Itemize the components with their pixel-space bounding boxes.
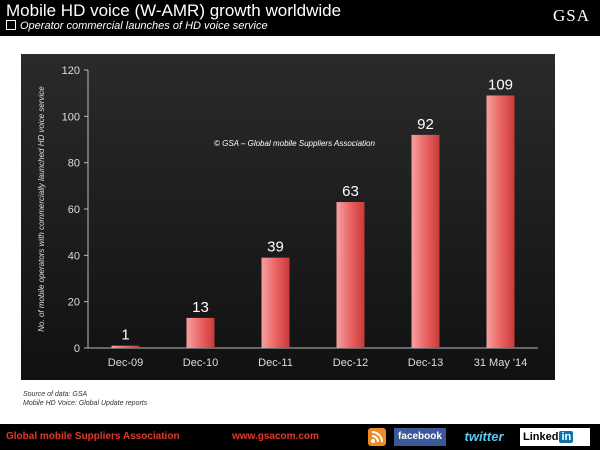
y-tick-label: 40 <box>68 250 80 262</box>
bar-value-label: 13 <box>192 299 209 316</box>
x-tick-label: Dec-12 <box>333 357 368 369</box>
linkedin-text: Linked <box>523 431 559 443</box>
facebook-button[interactable]: facebook <box>394 428 446 446</box>
bar-value-label: 92 <box>417 116 434 133</box>
footer-bar: Global mobile Suppliers Association www.… <box>0 424 600 450</box>
y-tick-label: 0 <box>74 343 80 355</box>
subtitle-text: Operator commercial launches of HD voice… <box>20 20 268 32</box>
bar <box>111 345 140 348</box>
header-bar: Mobile HD voice (W-AMR) growth worldwide… <box>0 0 600 36</box>
source-line-1: Source of data: GSA <box>23 391 88 398</box>
x-tick-label: Dec-13 <box>408 357 443 369</box>
source-line-2: Mobile HD Voice: Global Update reports <box>23 400 148 407</box>
x-tick-label: Dec-09 <box>108 357 143 369</box>
bar-value-label: 39 <box>267 239 284 256</box>
bar-chart: 0 20 40 60 80 100 120 1 13 39 63 92 109 Dec-09 Dec-1… <box>21 54 555 380</box>
rss-glyph-icon <box>371 431 383 443</box>
linkedin-in-icon: in <box>559 431 574 443</box>
checkbox-icon <box>6 20 16 30</box>
x-tick-label: Dec-10 <box>183 357 218 369</box>
footer-org-name: Global mobile Suppliers Association <box>6 431 180 442</box>
y-axis-label: No. of mobile operators with commerciall… <box>37 86 46 332</box>
linkedin-button[interactable]: Linked in <box>520 428 590 446</box>
y-tick-label: 100 <box>62 111 80 123</box>
bar <box>186 317 215 348</box>
bar <box>336 202 365 348</box>
bar-value-label: 63 <box>342 183 359 200</box>
rss-icon[interactable] <box>368 428 386 446</box>
x-tick-label: 31 May '14 <box>474 357 527 369</box>
page-title: Mobile HD voice (W-AMR) growth worldwide <box>6 1 342 20</box>
bar-value-label: 1 <box>121 327 129 344</box>
footer-url-link[interactable]: www.gsacom.com <box>232 431 319 442</box>
x-tick-label: Dec-11 <box>258 357 293 369</box>
page-subtitle: Operator commercial launches of HD voice… <box>6 20 268 32</box>
y-tick-label: 20 <box>68 297 80 309</box>
chart-annotation: © GSA – Global mobile Suppliers Associat… <box>214 139 375 148</box>
bar <box>486 95 515 348</box>
twitter-button[interactable]: twitter <box>464 429 504 444</box>
y-tick-label: 120 <box>62 65 80 77</box>
gsa-logo: GSA <box>552 6 590 25</box>
y-tick-label: 60 <box>68 204 80 216</box>
source-notes: Source of data: GSA Mobile HD Voice: Glo… <box>23 390 147 408</box>
y-tick-label: 80 <box>68 158 80 170</box>
bar <box>261 257 290 348</box>
bar <box>411 134 440 348</box>
bar-value-label: 109 <box>488 76 513 93</box>
